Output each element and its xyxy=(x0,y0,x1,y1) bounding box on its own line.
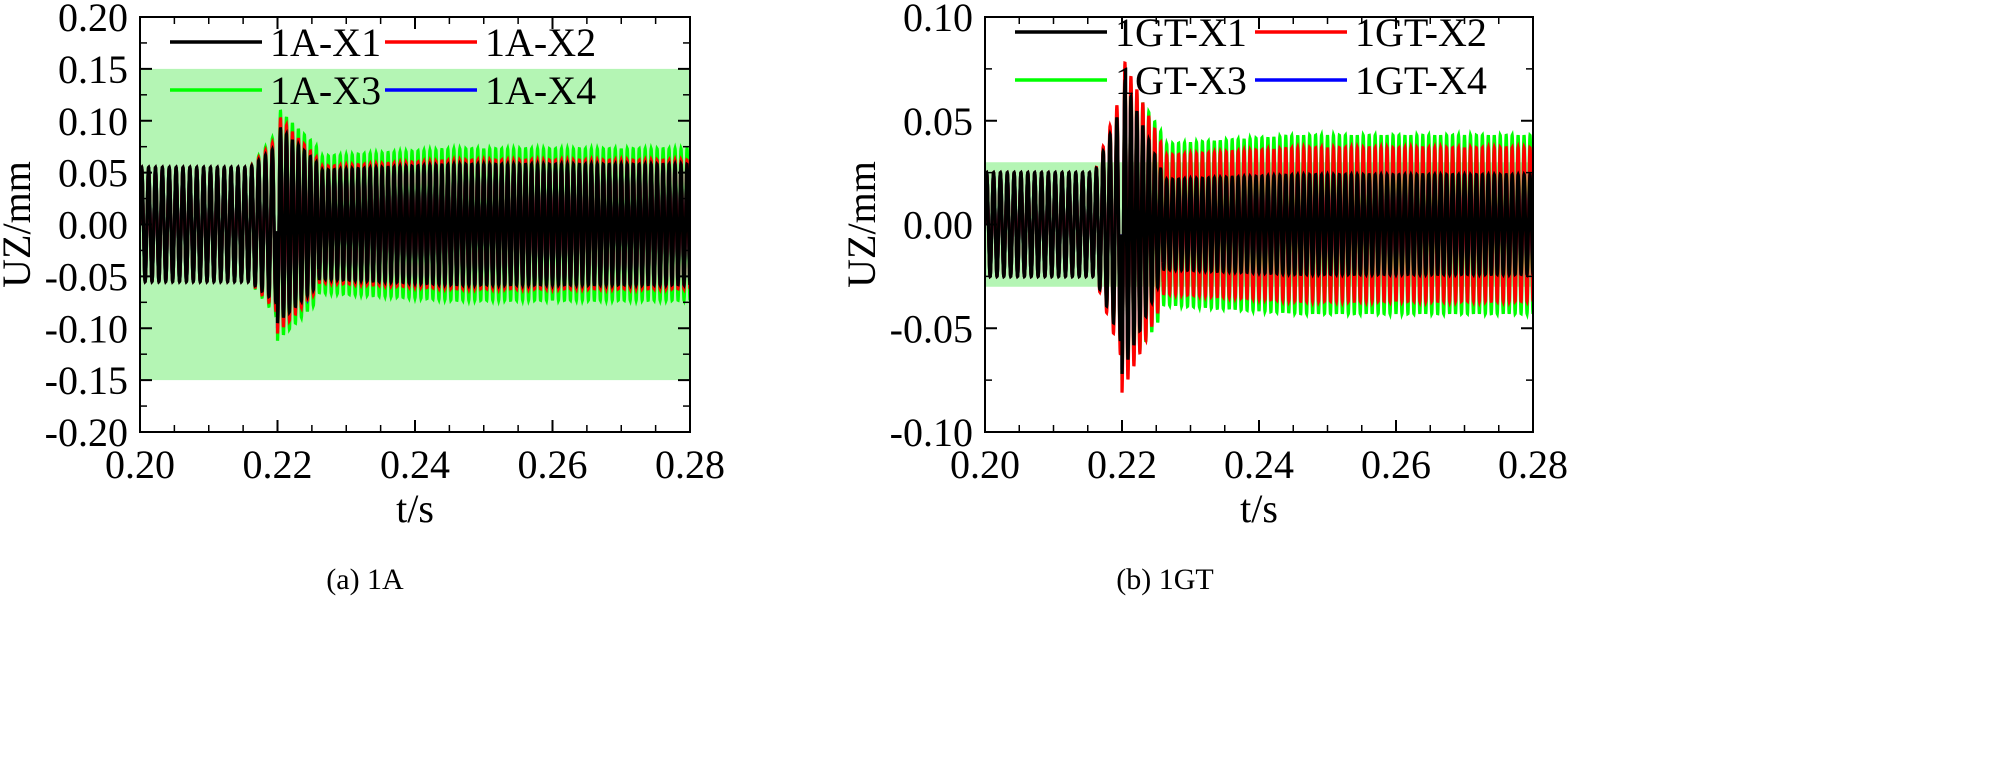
y-tick-label: -0.10 xyxy=(890,410,973,455)
y-tick-label: 0.00 xyxy=(903,203,973,248)
y-tick-label: 0.10 xyxy=(903,0,973,40)
legend-label: 1GT-X2 xyxy=(1355,10,1487,55)
x-tick-label: 0.20 xyxy=(105,442,175,487)
legend-label: 1GT-X3 xyxy=(1115,58,1247,103)
x-tick-label: 0.26 xyxy=(518,442,588,487)
legend-label: 1A-X3 xyxy=(270,68,381,113)
x-axis-label: t/s xyxy=(396,486,434,531)
legend-label: 1A-X4 xyxy=(485,68,596,113)
x-tick-label: 0.24 xyxy=(380,442,450,487)
chart-panel-2: 0.20 0.22 0.24 0.26 0.28 -0.10 -0.05 0.00 0.05 0.… xyxy=(839,0,1568,596)
panel-caption: (b) 1GT xyxy=(1116,563,1213,596)
y-tick-label: 0.15 xyxy=(58,47,128,92)
y-tick-label: -0.20 xyxy=(45,410,128,455)
x-tick-label: 0.24 xyxy=(1224,442,1294,487)
y-axis-label: UZ/mm xyxy=(839,161,884,288)
x-tick-label: 0.22 xyxy=(1087,442,1157,487)
y-tick-label: 0.10 xyxy=(58,99,128,144)
series-group xyxy=(985,61,1533,393)
x-tick-label: 0.26 xyxy=(1361,442,1431,487)
legend-label: 1GT-X1 xyxy=(1115,10,1247,55)
y-tick-label: 0.20 xyxy=(58,0,128,40)
x-tick-label: 0.28 xyxy=(1498,442,1568,487)
y-tick-label: 0.05 xyxy=(903,99,973,144)
series-line-1GT-X1 xyxy=(985,79,1533,375)
y-tick-label: -0.05 xyxy=(890,306,973,351)
legend: 1A-X1 1A-X2 1A-X3 1A-X4 xyxy=(170,20,596,113)
x-tick-label: 0.20 xyxy=(950,442,1020,487)
legend-label: 1A-X1 xyxy=(270,20,381,65)
chart-panel-1: 0.20 0.22 0.24 0.26 0.28 -0.20 -0.15 -0.10 -0.05… xyxy=(0,0,725,596)
y-tick-label: -0.15 xyxy=(45,358,128,403)
series-group xyxy=(140,109,690,341)
y-tick-label: 0.00 xyxy=(58,203,128,248)
legend: 1GT-X1 1GT-X2 1GT-X3 1GT-X4 xyxy=(1015,10,1487,103)
y-tick-label: -0.10 xyxy=(45,306,128,351)
y-axis-label: UZ/mm xyxy=(0,161,39,288)
series-line-1A-X1 xyxy=(140,127,690,324)
x-axis-label: t/s xyxy=(1240,486,1278,531)
legend-label: 1A-X2 xyxy=(485,20,596,65)
y-tick-label: -0.05 xyxy=(45,254,128,299)
panel-caption: (a) 1A xyxy=(326,563,404,596)
x-tick-label: 0.22 xyxy=(243,442,313,487)
legend-label: 1GT-X4 xyxy=(1355,58,1487,103)
y-tick-label: 0.05 xyxy=(58,151,128,196)
x-tick-label: 0.28 xyxy=(655,442,725,487)
